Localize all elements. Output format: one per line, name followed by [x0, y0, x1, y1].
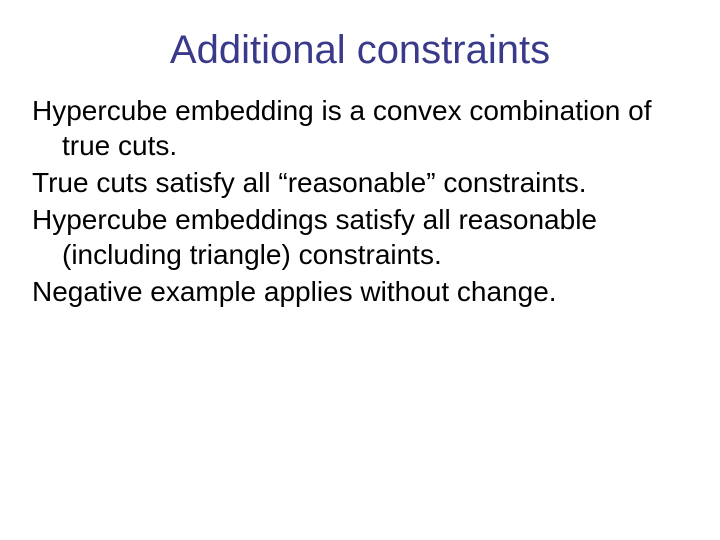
body-paragraph: Hypercube embeddings satisfy all reasona… [32, 202, 688, 272]
slide-title: Additional constraints [170, 28, 550, 72]
slide: Additional constraints Hypercube embeddi… [0, 0, 720, 540]
body-paragraph: Negative example applies without change. [32, 274, 688, 309]
body-paragraph: Hypercube embedding is a convex combinat… [32, 93, 688, 163]
slide-title-container: Additional constraints [0, 0, 720, 93]
slide-body: Hypercube embedding is a convex combinat… [0, 93, 720, 309]
body-paragraph: True cuts satisfy all “reasonable” const… [32, 165, 688, 200]
